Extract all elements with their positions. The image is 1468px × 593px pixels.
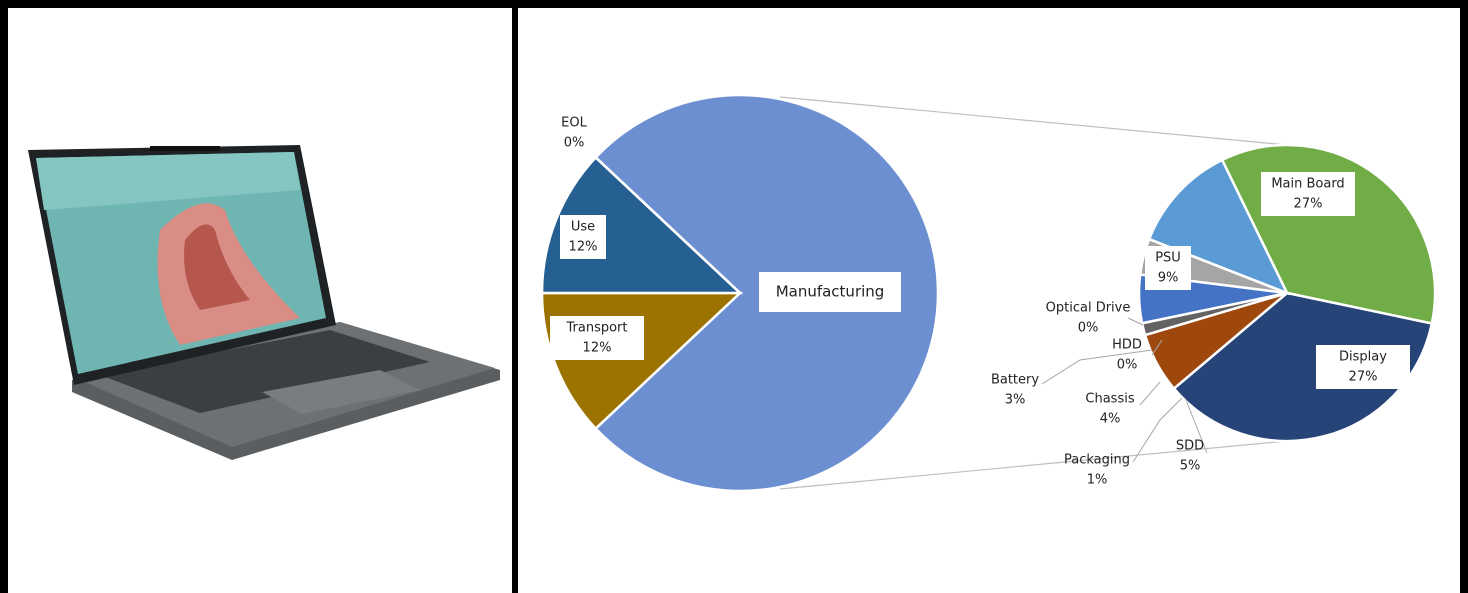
leader-line — [1151, 339, 1163, 356]
connector-line — [779, 440, 1288, 490]
value-label: 12% — [583, 341, 612, 356]
category-label: EOL — [561, 116, 587, 131]
category-label: Main Board — [1271, 177, 1344, 192]
label-box — [759, 272, 901, 312]
value-label: 27% — [1294, 197, 1323, 212]
value-label: 27% — [1349, 370, 1378, 385]
category-label: HDD — [1112, 338, 1142, 353]
category-label: Battery — [991, 373, 1039, 388]
category-label: Optical Drive — [1046, 301, 1131, 316]
label-box — [550, 316, 644, 360]
value-label: 0% — [1117, 358, 1138, 373]
value-label: 12% — [569, 240, 598, 255]
category-label: Use — [571, 220, 595, 235]
pie-slice — [540, 155, 744, 295]
value-label: 4% — [1100, 412, 1121, 427]
label-box — [560, 215, 606, 259]
value-label: 0% — [564, 136, 585, 151]
label-box — [1261, 172, 1355, 216]
pie-slice — [1172, 291, 1434, 443]
laptop-image — [28, 145, 500, 460]
category-label: Manufacturing — [776, 283, 885, 301]
label-box — [1145, 246, 1191, 290]
pie-slice — [1147, 158, 1290, 296]
value-label: 1% — [1087, 473, 1108, 488]
category-label: SDD — [1176, 439, 1204, 454]
value-label: 3% — [1005, 393, 1026, 408]
category-label: PSU — [1155, 251, 1181, 266]
value-label: 5% — [1180, 459, 1201, 474]
value-label: 0% — [1078, 321, 1099, 336]
category-label: Transport — [565, 321, 627, 336]
leader-line — [1132, 397, 1183, 463]
leader-line — [1127, 317, 1144, 326]
pie-slice — [594, 156, 741, 294]
category-label: Display — [1339, 350, 1387, 365]
category-label: Packaging — [1064, 453, 1130, 468]
label-box — [1316, 345, 1410, 389]
category-label: Chassis — [1085, 392, 1134, 407]
connector-line — [779, 96, 1288, 146]
leader-line — [1185, 399, 1208, 454]
leader-line — [1041, 349, 1153, 385]
value-label: 9% — [1158, 271, 1179, 286]
leader-line — [1139, 381, 1161, 406]
